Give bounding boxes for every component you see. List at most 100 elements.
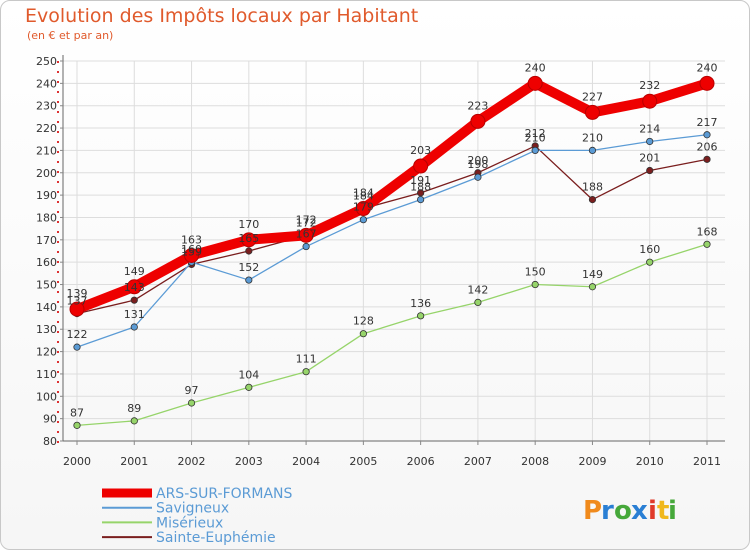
y-axis-dot [57, 151, 59, 153]
data-label: 122 [67, 328, 88, 341]
data-label: 163 [181, 233, 202, 246]
y-axis-dot [57, 311, 59, 313]
y-axis-dot [57, 231, 59, 233]
data-label: 188 [582, 181, 603, 194]
data-point [126, 279, 142, 295]
data-label: 150 [525, 266, 546, 279]
y-axis-dot [57, 321, 59, 323]
data-label: 89 [127, 402, 141, 415]
data-point [69, 301, 85, 317]
y-axis-dot [57, 61, 59, 63]
x-tick-label: 2000 [63, 455, 91, 468]
y-axis-dot [57, 421, 59, 423]
x-tick-label: 2011 [693, 455, 721, 468]
data-label: 200 [467, 154, 488, 167]
data-label: 128 [353, 315, 374, 328]
data-point [413, 158, 429, 174]
data-label: 210 [582, 131, 603, 144]
proxiti-logo: Pr o x i ti [583, 496, 677, 526]
data-point [298, 227, 314, 243]
data-label: 149 [124, 265, 145, 278]
data-point [130, 296, 138, 304]
y-axis-dot [57, 351, 59, 353]
data-point [470, 113, 486, 129]
x-tick-label: 2008 [521, 455, 549, 468]
logo-letter: P [583, 496, 602, 526]
data-label: 149 [582, 268, 603, 281]
data-point [527, 75, 543, 91]
data-label: 159 [181, 245, 202, 258]
data-label: 136 [410, 297, 431, 310]
data-point [73, 343, 81, 351]
x-tick-label: 2005 [349, 455, 377, 468]
y-axis-dot [57, 111, 59, 113]
series-group [69, 75, 715, 429]
x-tick-label: 2009 [578, 455, 606, 468]
y-axis-dot [57, 81, 59, 83]
y-tick-label: 230 [36, 100, 57, 113]
y-tick-label: 150 [36, 279, 57, 292]
data-label: 232 [639, 79, 660, 92]
data-label: 167 [296, 228, 317, 241]
data-label: 131 [124, 308, 145, 321]
data-label: 170 [238, 218, 259, 231]
chart-subtitle: (en € et par an) [27, 29, 114, 42]
series-line-sainte-euph-mie [76, 145, 708, 315]
axes [57, 55, 725, 443]
data-point [302, 368, 310, 376]
data-label: 160 [181, 243, 202, 256]
data-point [646, 137, 654, 146]
data-point [588, 195, 597, 204]
logo-letter: r [601, 496, 614, 526]
y-tick-label: 240 [36, 77, 57, 90]
x-tick-label: 2007 [464, 455, 492, 468]
data-point [130, 417, 138, 425]
y-axis-dot [57, 171, 59, 173]
data-point [474, 298, 482, 307]
data-point [703, 240, 711, 248]
data-label: 203 [410, 144, 431, 157]
data-point [302, 242, 310, 251]
data-label: 188 [410, 181, 431, 194]
x-tick-label: 2006 [407, 455, 435, 468]
data-label: 184 [353, 190, 374, 203]
data-label: 168 [697, 225, 718, 238]
legend-label: Misérieux [156, 515, 223, 531]
data-point [417, 195, 425, 204]
legend-label: Sainte-Euphémie [156, 530, 276, 546]
data-label: 198 [467, 158, 488, 171]
chart-title: Evolution des Impôts locaux par Habitant [25, 5, 419, 27]
legend: ARS-SUR-FORMANSSavigneuxMisérieuxSainte-… [102, 486, 293, 546]
data-point [531, 280, 539, 289]
y-tick-label: 210 [36, 144, 57, 157]
y-axis-dot [57, 261, 59, 263]
y-axis-dot [57, 401, 59, 403]
y-axis-dot [57, 211, 59, 213]
y-axis-dot [57, 291, 59, 293]
x-axis-ticks: 2000 2001 2002 2003 2004 2005 2006 2007 2008 2009… [63, 441, 721, 468]
data-label: 139 [67, 287, 88, 300]
y-tick-label: 250 [36, 55, 57, 68]
y-axis-dot [57, 361, 59, 363]
data-label: 240 [525, 61, 546, 74]
y-tick-label: 170 [36, 234, 57, 247]
data-label: 214 [639, 122, 660, 135]
data-label: 172 [296, 213, 317, 226]
logo-letter: o [614, 496, 632, 526]
data-point [245, 247, 253, 255]
data-point [130, 323, 138, 331]
y-tick-label: 160 [36, 256, 57, 269]
y-tick-label: 220 [36, 122, 57, 135]
y-axis-dot [57, 131, 59, 133]
data-point [584, 104, 600, 120]
y-axis-dot [57, 251, 59, 253]
data-point [646, 166, 654, 175]
data-label: 97 [185, 384, 199, 397]
y-tick-label: 90 [43, 413, 57, 426]
y-tick-label: 120 [36, 346, 57, 359]
logo-letter: t [657, 496, 669, 526]
y-tick-label: 100 [36, 390, 57, 403]
y-tick-label: 80 [43, 435, 57, 448]
data-label: 143 [124, 281, 145, 294]
